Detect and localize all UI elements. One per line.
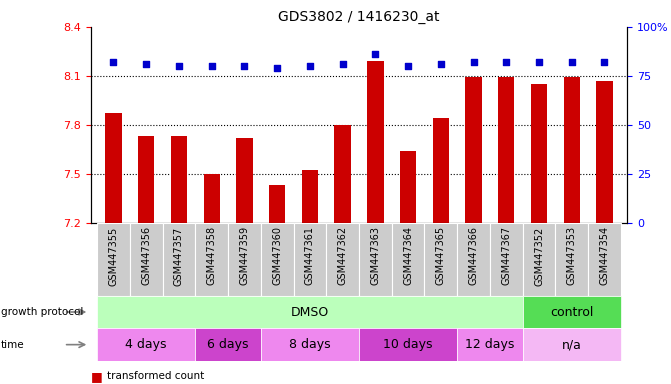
Bar [564,78,580,223]
Text: 12 days: 12 days [465,338,515,351]
Text: GSM447356: GSM447356 [141,227,151,285]
FancyBboxPatch shape [588,223,621,296]
Text: GSM447352: GSM447352 [534,227,544,286]
Text: GSM447357: GSM447357 [174,227,184,286]
FancyBboxPatch shape [326,223,359,296]
Bar [531,84,547,223]
FancyBboxPatch shape [523,296,621,328]
Bar [236,138,252,223]
FancyBboxPatch shape [162,223,195,296]
FancyBboxPatch shape [195,328,261,361]
Point [370,51,380,57]
FancyBboxPatch shape [359,223,392,296]
Point [338,61,348,67]
Text: GSM447361: GSM447361 [305,227,315,285]
Text: GSM447366: GSM447366 [468,227,478,285]
Text: n/a: n/a [562,338,582,351]
Text: GSM447362: GSM447362 [338,227,348,285]
Text: DMSO: DMSO [291,306,329,318]
Bar [203,174,220,223]
Bar [105,113,121,223]
FancyBboxPatch shape [457,223,490,296]
Bar [367,61,384,223]
Point [141,61,152,67]
Text: GSM447365: GSM447365 [435,227,446,285]
FancyBboxPatch shape [523,223,556,296]
Text: GSM447367: GSM447367 [501,227,511,285]
Point [403,63,413,69]
Text: growth protocol: growth protocol [1,307,83,317]
FancyBboxPatch shape [228,223,261,296]
Point [435,61,446,67]
FancyBboxPatch shape [556,223,588,296]
Text: GSM447358: GSM447358 [207,227,217,285]
Bar [597,81,613,223]
Point [533,59,544,65]
Point [501,59,512,65]
Bar [498,78,515,223]
Bar [334,125,351,223]
Point [599,59,610,65]
Text: GSM447360: GSM447360 [272,227,282,285]
Point [108,59,119,65]
Point [272,65,282,71]
Text: GSM447354: GSM447354 [599,227,609,285]
FancyBboxPatch shape [523,328,621,361]
Bar [138,136,154,223]
Bar [400,151,416,223]
Bar [302,170,318,223]
Text: 10 days: 10 days [383,338,433,351]
Text: 8 days: 8 days [289,338,331,351]
Text: GSM447363: GSM447363 [370,227,380,285]
Bar [269,185,285,223]
FancyBboxPatch shape [359,328,457,361]
Bar [466,78,482,223]
FancyBboxPatch shape [130,223,162,296]
Point [206,63,217,69]
Text: transformed count: transformed count [107,371,205,381]
Text: ■: ■ [91,370,103,383]
FancyBboxPatch shape [425,223,457,296]
FancyBboxPatch shape [457,328,523,361]
Text: control: control [550,306,593,318]
FancyBboxPatch shape [261,223,293,296]
Text: GSM447359: GSM447359 [240,227,250,285]
Text: GSM447355: GSM447355 [109,227,119,286]
FancyBboxPatch shape [97,328,195,361]
FancyBboxPatch shape [392,223,425,296]
Text: 4 days: 4 days [125,338,167,351]
FancyBboxPatch shape [293,223,326,296]
FancyBboxPatch shape [195,223,228,296]
FancyBboxPatch shape [97,223,130,296]
Point [239,63,250,69]
Point [174,63,185,69]
Point [468,59,479,65]
FancyBboxPatch shape [97,296,523,328]
Text: GSM447353: GSM447353 [567,227,577,285]
Text: GSM447364: GSM447364 [403,227,413,285]
Title: GDS3802 / 1416230_at: GDS3802 / 1416230_at [278,10,440,25]
Text: 6 days: 6 days [207,338,249,351]
Bar [171,136,187,223]
Text: time: time [1,339,24,350]
Bar [433,118,449,223]
Point [305,63,315,69]
Point [566,59,577,65]
FancyBboxPatch shape [490,223,523,296]
FancyBboxPatch shape [261,328,359,361]
